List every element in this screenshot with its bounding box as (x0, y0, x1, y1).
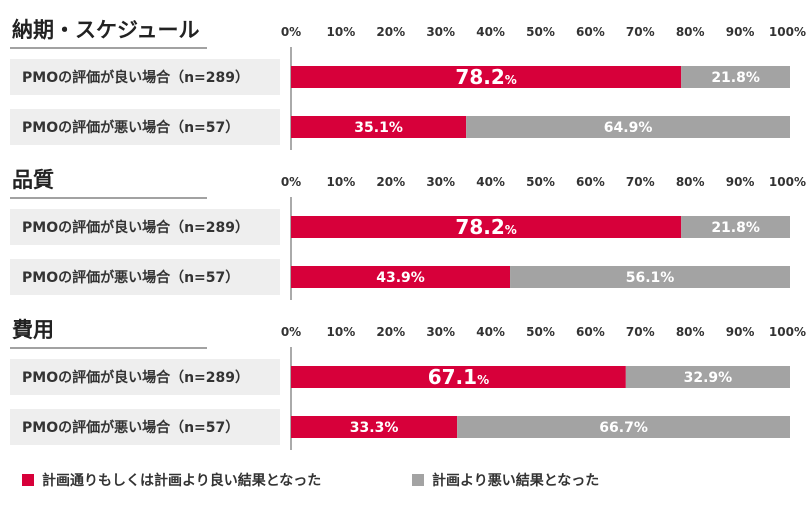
x-tick-label: 60% (576, 25, 605, 39)
data-label-bad: 64.9% (604, 120, 653, 136)
bar-segment-good (291, 416, 458, 438)
bar-segment-bad (681, 216, 790, 238)
bar-segment-good (291, 366, 626, 388)
chart-canvas: 納期・スケジュール 0% 10% 20% 30% 40% 50% 60% 70% 80% 90% 10… (10, 18, 806, 450)
x-tick-label: 70% (626, 175, 655, 189)
bar-segment-good (291, 66, 682, 88)
data-label-bad: 32.9% (684, 370, 733, 386)
category-label: PMOの評価が悪い場合（n=57） (22, 119, 239, 136)
data-label-good: 78.2% (455, 65, 516, 89)
category-label: PMOの評価が悪い場合（n=57） (22, 419, 239, 436)
bar-segment-bad (510, 266, 790, 288)
legend-item-good: 計画通りもしくは計画より良い結果となった (22, 470, 321, 490)
panel-title: 品質 (12, 168, 54, 192)
data-label-unit: % (505, 73, 517, 87)
data-label-good: 33.3% (350, 420, 399, 436)
legend-swatch-good (22, 474, 34, 486)
bar-segment-good (291, 266, 511, 288)
data-label-bad: 66.7% (599, 420, 648, 436)
legend-label-good: 計画通りもしくは計画より良い結果となった (42, 473, 322, 489)
category-label-bg (10, 109, 280, 145)
x-tick-label: 60% (576, 325, 605, 339)
data-label-bad: 21.8% (711, 70, 760, 86)
data-label-unit: % (505, 223, 517, 237)
x-tick-label: 90% (726, 325, 755, 339)
x-tick-label: 0% (281, 25, 301, 39)
x-tick-label: 50% (526, 25, 555, 39)
bar-segment-good (291, 216, 682, 238)
category-label-bg (10, 209, 280, 245)
x-tick-label: 100% (769, 175, 806, 189)
x-tick-label: 80% (676, 175, 705, 189)
x-tick-label: 40% (476, 25, 505, 39)
legend-label-bad: 計画より悪い結果となった (432, 473, 600, 489)
x-tick-label: 100% (769, 25, 806, 39)
category-label: PMOの評価が悪い場合（n=57） (22, 269, 239, 286)
x-tick-label: 70% (626, 25, 655, 39)
bar-segment-bad (681, 66, 790, 88)
x-tick-label: 40% (476, 325, 505, 339)
x-tick-label: 30% (426, 25, 455, 39)
data-label-good: 78.2% (455, 215, 516, 239)
x-tick-label: 90% (726, 25, 755, 39)
data-label-value: 67.1 (428, 365, 477, 389)
x-tick-label: 70% (626, 325, 655, 339)
data-label-good: 67.1% (428, 365, 489, 389)
x-tick-label: 60% (576, 175, 605, 189)
x-tick-label: 80% (676, 325, 705, 339)
bar-segment-good (291, 116, 467, 138)
x-tick-label: 20% (376, 25, 405, 39)
data-label-value: 78.2 (455, 215, 504, 239)
category-label-bg (10, 409, 280, 445)
data-label-bad: 21.8% (711, 220, 760, 236)
category-label-bg (10, 259, 280, 295)
x-tick-label: 30% (426, 175, 455, 189)
x-tick-label: 10% (327, 175, 356, 189)
bar-segment-bad (457, 416, 790, 438)
panel-title: 納期・スケジュール (12, 18, 200, 42)
x-tick-label: 50% (526, 325, 555, 339)
category-label: PMOの評価が良い場合（n=289） (22, 369, 249, 386)
category-label: PMOの評価が良い場合（n=289） (22, 219, 249, 236)
data-label-value: 78.2 (455, 65, 504, 89)
x-tick-label: 10% (327, 25, 356, 39)
x-tick-label: 50% (526, 175, 555, 189)
category-label: PMOの評価が良い場合（n=289） (22, 69, 249, 86)
legend-swatch-bad (412, 474, 424, 486)
x-tick-label: 100% (769, 325, 806, 339)
data-label-good: 35.1% (354, 120, 403, 136)
panel-title: 費用 (12, 318, 54, 342)
data-label-unit: % (477, 373, 489, 387)
x-tick-label: 20% (376, 175, 405, 189)
category-label-bg (10, 59, 280, 95)
bar-segment-bad (466, 116, 790, 138)
category-label-bg (10, 359, 280, 395)
x-tick-label: 0% (281, 325, 301, 339)
data-label-good: 43.9% (376, 270, 425, 286)
x-tick-label: 30% (426, 325, 455, 339)
x-tick-label: 90% (726, 175, 755, 189)
bar-segment-bad (625, 366, 790, 388)
legend-item-bad: 計画より悪い結果となった (412, 470, 599, 490)
data-label-bad: 56.1% (626, 270, 675, 286)
x-tick-label: 10% (327, 325, 356, 339)
x-tick-label: 80% (676, 25, 705, 39)
x-tick-label: 40% (476, 175, 505, 189)
x-tick-label: 0% (281, 175, 301, 189)
x-tick-label: 20% (376, 325, 405, 339)
